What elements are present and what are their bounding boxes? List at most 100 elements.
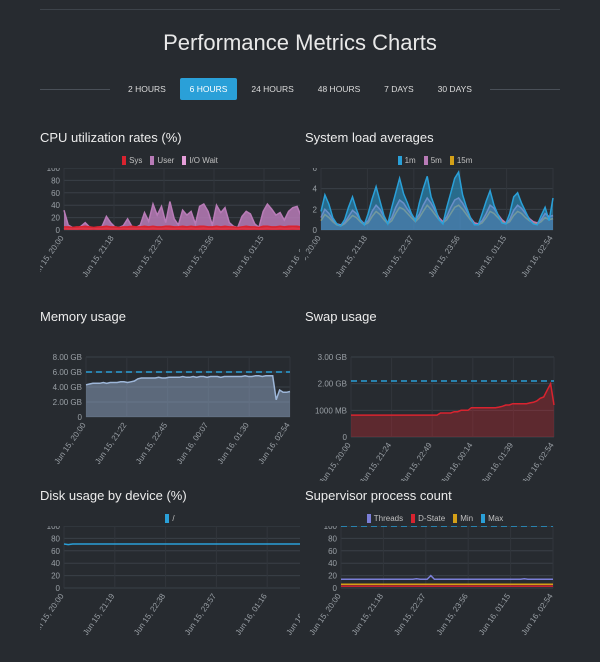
legend-item-min[interactable]: Min <box>453 514 473 523</box>
legend-swatch <box>150 156 155 165</box>
series-line-threads[interactable] <box>341 574 553 581</box>
x-tick-label: Jun 15, 20:00 <box>52 421 87 466</box>
memory-plot: 0 2.00 GB 4.00 GB 6.00 GB 8.00 GB Jun 15, 20:… <box>52 353 291 466</box>
supervisor-chart-panel: Supervisor process count Threads D-State Mi… <box>305 488 565 660</box>
y-tick-label: 0 <box>56 584 61 593</box>
supervisor-chart-title: Supervisor process count <box>305 488 452 503</box>
legend-swatch <box>449 156 454 165</box>
legend-item-max[interactable]: Max <box>481 514 503 523</box>
disk-chart-panel: Disk usage by device (%) / 0 20 40 60 80 100 Jun… <box>40 488 300 660</box>
legend-label: 5m <box>430 156 442 165</box>
x-tick-label: Jun 16, 01:15 <box>230 234 265 279</box>
y-tick-label: 8.00 GB <box>53 353 82 362</box>
legend-swatch <box>423 156 428 165</box>
series-line-1m[interactable] <box>320 170 554 227</box>
series-line-sys[interactable] <box>64 225 300 229</box>
legend-item-15m[interactable]: 15m <box>449 156 473 165</box>
legend-label: User <box>157 156 175 165</box>
y-tick-label: 80 <box>51 176 60 185</box>
legend-label: 15m <box>456 156 473 165</box>
legend-item-root[interactable]: / <box>165 514 175 523</box>
cpu-chart-title: CPU utilization rates (%) <box>40 130 182 145</box>
legend-swatch <box>122 156 127 165</box>
x-tick-label: Jun 16, 01:16 <box>234 592 269 637</box>
load-chart-panel: System load averages 1m 5m 15m 0 2 4 6 Jun 15, 2… <box>305 130 565 302</box>
range-button-2-hours[interactable]: 2 HOURS <box>128 84 166 94</box>
x-tick-label: Jun 16, 02:54 <box>256 421 291 466</box>
legend-swatch <box>165 514 170 523</box>
x-tick-label: Jun 15, 20:00 <box>40 234 66 279</box>
legend-item-d-state[interactable]: D-State <box>411 514 445 523</box>
legend-item-5m[interactable]: 5m <box>423 156 442 165</box>
y-tick-label: 2.00 GB <box>318 380 347 389</box>
x-tick-label: Jun 16, 01:30 <box>216 421 251 466</box>
y-tick-label: 0 <box>343 433 348 442</box>
series-line-user[interactable] <box>63 201 300 229</box>
x-tick-label: Jun 15, 20:00 <box>305 234 323 279</box>
y-tick-label: 100 <box>47 526 61 531</box>
legend-item-user[interactable]: User <box>150 156 174 165</box>
x-tick-label: Jun 16, 01:39 <box>480 441 515 481</box>
x-tick-label: Jun 15, 20:00 <box>40 592 66 637</box>
series-line-root[interactable] <box>63 543 300 546</box>
x-tick-label: Jun 15, 21:24 <box>358 441 393 481</box>
x-tick-label: Jun 16, 02:54 <box>520 441 555 481</box>
memory-chart-title: Memory usage <box>40 309 126 324</box>
y-tick-label: 6 <box>313 168 318 173</box>
legend-item-i-o-wait[interactable]: I/O Wait <box>182 156 218 165</box>
series-line-used[interactable] <box>351 381 555 416</box>
time-range-selector: 2 HOURS 6 HOURS 24 HOURS 48 HOURS 7 DAYS 30 D… <box>40 78 560 100</box>
cpu-chart-panel: CPU utilization rates (%) Sys User I/O Wait… <box>40 130 300 302</box>
page-title: Performance Metrics Charts <box>163 30 437 55</box>
load-plot: 0 2 4 6 Jun 15, 20:00 Jun 15, 21:18 Jun 15, 22… <box>305 168 555 279</box>
y-tick-label: 20 <box>328 572 337 581</box>
range-button-7-days[interactable]: 7 DAYS <box>384 84 414 94</box>
legend-swatch <box>453 514 458 523</box>
disk-chart-title: Disk usage by device (%) <box>40 488 187 503</box>
y-tick-label: 0 <box>56 226 61 235</box>
y-tick-label: 3.00 GB <box>318 353 347 362</box>
range-button-30-days[interactable]: 30 DAYS <box>437 84 472 94</box>
legend-label: Threads <box>373 514 404 523</box>
x-tick-label: Jun 15, 21:19 <box>81 592 116 637</box>
x-tick-label: Jun 16, 02:54 <box>284 592 300 637</box>
legend-item-sys[interactable]: Sys <box>122 156 142 165</box>
x-tick-label: Jun 15, 22:45 <box>134 421 169 466</box>
legend-label: Sys <box>129 156 143 165</box>
range-button-48-hours[interactable]: 48 HOURS <box>317 84 361 94</box>
range-button-24-hours[interactable]: 24 HOURS <box>251 84 294 94</box>
series-area-used <box>351 383 554 437</box>
memory-chart-panel: Memory usage 0 2.00 GB 4.00 GB 6.00 GB 8.00 G… <box>40 309 300 481</box>
y-tick-label: 20 <box>51 572 60 581</box>
x-tick-label: Jun 16, 01:15 <box>477 592 512 637</box>
y-tick-label: 4.00 GB <box>53 383 82 392</box>
legend-item-threads[interactable]: Threads <box>366 514 404 523</box>
top-divider <box>40 9 560 10</box>
plot-background <box>341 526 553 588</box>
range-button-6-hours[interactable]: 6 HOURS <box>179 78 238 100</box>
x-tick-label: Jun 15, 20:00 <box>317 441 352 481</box>
x-tick-label: Jun 16, 01:15 <box>473 234 508 279</box>
series-area-1m <box>321 172 553 230</box>
legend-item-1m[interactable]: 1m <box>397 156 416 165</box>
x-tick-label: Jun 15, 22:37 <box>380 234 415 279</box>
series-line-used[interactable] <box>85 375 291 401</box>
y-tick-label: 0 <box>78 413 83 422</box>
legend-label: / <box>172 514 175 523</box>
supervisor-legend: Threads D-State Min Max <box>305 514 565 523</box>
legend-swatch <box>411 514 416 523</box>
legend-swatch <box>182 156 187 165</box>
x-tick-label: Jun 15, 22:49 <box>399 441 434 481</box>
disk-legend: / <box>40 514 300 523</box>
y-tick-label: 60 <box>328 547 337 556</box>
x-tick-label: Jun 16, 02:54 <box>519 234 554 279</box>
x-tick-label: Jun 15, 21:18 <box>334 234 369 279</box>
x-tick-label: Jun 15, 23:56 <box>435 592 470 637</box>
y-tick-label: 1000 MB <box>315 406 347 415</box>
swap-chart-panel: Swap usage 0 1000 MB 2.00 GB 3.00 GB Jun 15, … <box>305 309 565 481</box>
legend-swatch <box>481 514 486 523</box>
x-tick-label: Jun 15, 23:57 <box>183 592 218 637</box>
x-tick-label: Jun 15, 21:18 <box>350 592 385 637</box>
